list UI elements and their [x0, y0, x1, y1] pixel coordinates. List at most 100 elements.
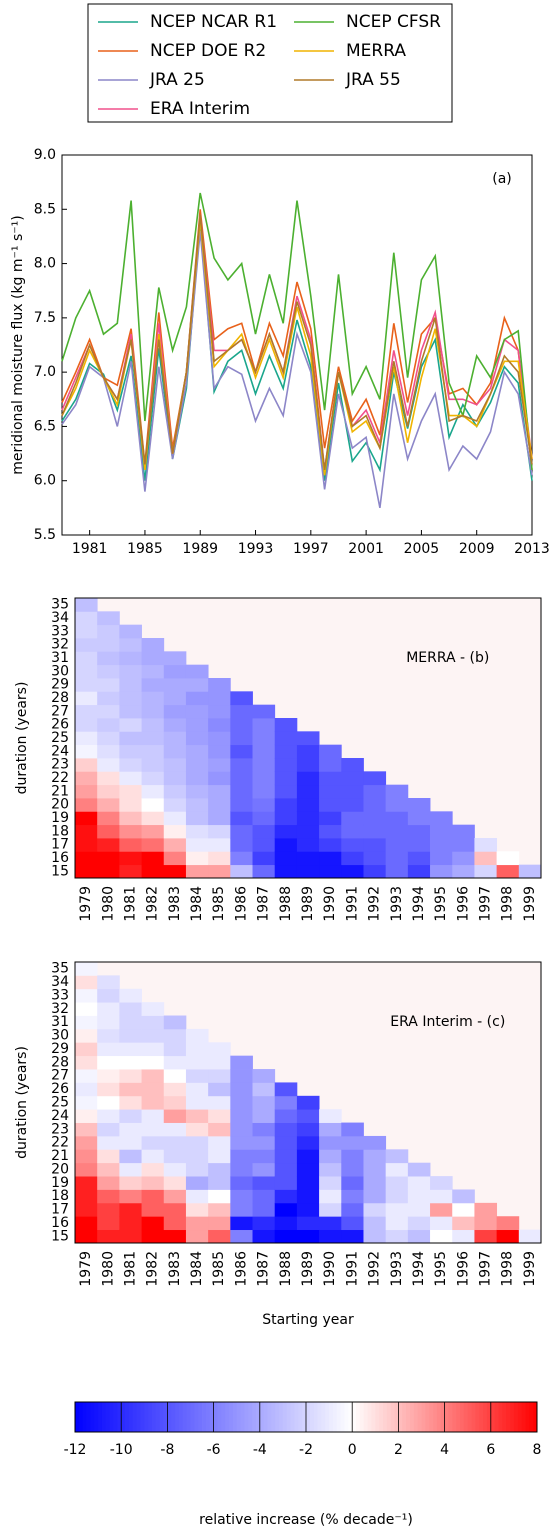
heat-cell — [208, 1216, 231, 1231]
heat-cell — [385, 1216, 409, 1231]
heat-cell — [319, 811, 342, 826]
heat-cell — [185, 824, 209, 839]
heat-cell — [119, 1122, 142, 1137]
heat-cell — [363, 771, 387, 786]
heat-cell — [252, 718, 276, 732]
heat-cell — [141, 784, 165, 799]
colorbar-step — [82, 1402, 87, 1432]
heat-cell — [141, 1149, 165, 1164]
heat-cell — [385, 838, 409, 852]
heat-cell — [141, 824, 165, 839]
heat-cell — [385, 824, 409, 839]
heat-cell — [97, 1122, 120, 1137]
heat-cell — [452, 838, 475, 852]
heat-cell — [430, 864, 453, 879]
colorbar-step — [202, 1402, 207, 1432]
colorbar-step — [533, 1402, 538, 1432]
heat-cell — [119, 624, 142, 639]
heat-cell — [319, 1122, 342, 1137]
heat-cell — [208, 851, 231, 866]
heat-cell — [75, 1028, 98, 1043]
y-tick-label: 23 — [51, 757, 69, 773]
heat-cell — [385, 798, 409, 812]
legend-label: JRA 25 — [149, 70, 205, 90]
heat-cell — [97, 731, 120, 746]
heat-cell — [141, 1015, 165, 1030]
heat-cell — [141, 1202, 165, 1217]
heat-cell — [274, 718, 298, 732]
annotation: (a) — [492, 171, 512, 187]
heat-cell — [163, 771, 187, 786]
heat-cell — [363, 824, 387, 839]
heat-cell — [208, 1095, 231, 1110]
heat-cell — [119, 1189, 142, 1204]
heat-cell — [252, 838, 276, 852]
x-tick-label: 1989 — [300, 1251, 316, 1287]
heat-cell — [296, 1122, 320, 1137]
heat-cell — [407, 864, 431, 879]
heat-cell — [163, 1162, 187, 1177]
colorbar-step — [198, 1402, 203, 1432]
x-tick-label: 1986 — [233, 886, 249, 922]
heat-cell — [185, 1109, 209, 1123]
colorbar-step — [402, 1402, 407, 1432]
heat-cell — [407, 811, 431, 826]
heat-cell — [252, 824, 276, 839]
heat-cell — [296, 1202, 320, 1217]
heat-cell — [274, 1095, 298, 1110]
heat-cell — [75, 691, 98, 706]
heat-cell — [230, 864, 253, 879]
y-tick-label: 32 — [51, 1001, 69, 1017]
heat-cell — [185, 851, 209, 866]
x-tick-label: 1985 — [211, 1251, 227, 1287]
heat-cell — [119, 771, 142, 786]
heat-cell — [407, 824, 431, 839]
colorbar-step — [332, 1402, 338, 1432]
colorbar-step — [171, 1402, 176, 1432]
heat-cell — [430, 838, 453, 852]
heat-cell — [141, 1028, 165, 1043]
heat-cell — [97, 988, 120, 1003]
legend-label: MERRA — [346, 41, 406, 61]
heat-cell — [75, 1189, 98, 1204]
x-tick-label: 1983 — [167, 886, 183, 922]
heat-cell — [119, 1002, 142, 1016]
heat-cell — [75, 638, 98, 652]
x-tick-label: 2013 — [514, 541, 550, 557]
heat-cell — [319, 1202, 342, 1217]
y-tick-label: 31 — [51, 1014, 69, 1030]
colorbar-step — [163, 1402, 168, 1432]
heat-cell — [185, 1055, 209, 1070]
heat-cell — [230, 758, 253, 772]
heat-cell — [185, 1176, 209, 1190]
y-tick-label: 30 — [51, 1028, 69, 1044]
heat-cell — [185, 864, 209, 879]
colorbar-step — [117, 1402, 122, 1432]
heat-cell — [119, 1135, 142, 1150]
heat-cell — [296, 1109, 320, 1123]
heat-cell — [341, 1122, 364, 1137]
colorbar-step — [86, 1402, 91, 1432]
heat-cell — [75, 1162, 98, 1177]
heat-cell — [75, 731, 98, 746]
y-tick-label: 26 — [51, 1081, 69, 1097]
heat-cell — [341, 771, 364, 786]
heat-cell — [319, 1176, 342, 1190]
y-tick-label: 35 — [51, 961, 69, 977]
y-tick-label: 24 — [51, 743, 69, 759]
heat-cell — [474, 1229, 498, 1244]
heat-cell — [252, 731, 276, 746]
heat-cell — [252, 1229, 276, 1244]
x-tick-label: 1981 — [122, 1251, 138, 1287]
heat-cell — [97, 1002, 120, 1016]
x-tick-label: 2009 — [459, 541, 495, 557]
heat-cell — [208, 731, 231, 746]
heat-cell — [452, 1229, 475, 1244]
colorbar-step — [217, 1402, 222, 1432]
heat-cell — [163, 1095, 187, 1110]
heat-cell — [341, 824, 364, 839]
colorbar-step — [383, 1402, 388, 1432]
heat-cell — [75, 1229, 98, 1244]
heat-cell — [230, 744, 253, 759]
heat-cell — [163, 798, 187, 812]
